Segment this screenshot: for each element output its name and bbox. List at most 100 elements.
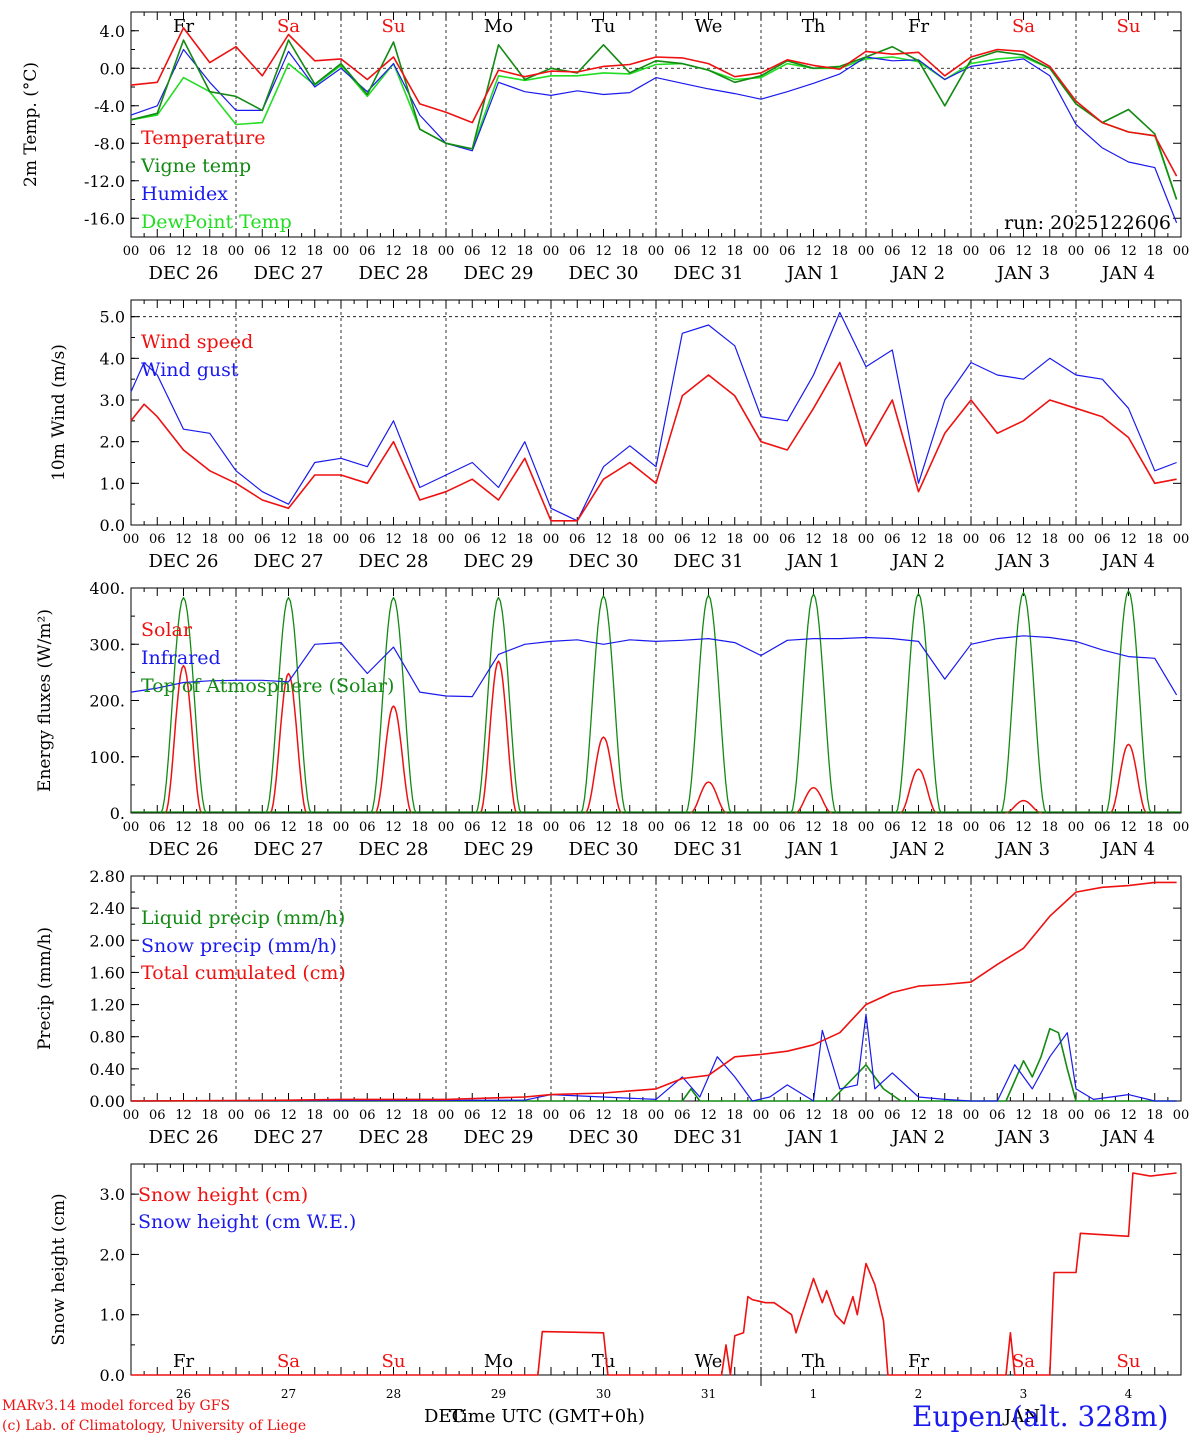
hour-label: 12 <box>280 532 297 547</box>
legend-entry: Snow height (cm W.E.) <box>138 1211 356 1233</box>
hour-label: 06 <box>254 1108 271 1123</box>
legend-entry: Temperature <box>141 127 265 149</box>
y-tick-label: 1.20 <box>89 996 125 1015</box>
hour-label: 00 <box>228 244 245 259</box>
hour-label: 06 <box>989 820 1006 835</box>
hour-label: 12 <box>385 820 402 835</box>
y-tick-label: 3.0 <box>100 1185 125 1204</box>
hour-label: 12 <box>910 244 927 259</box>
hour-label: 18 <box>726 244 743 259</box>
hour-label: 06 <box>359 1108 376 1123</box>
dec-label: DEC <box>424 1406 466 1427</box>
y-tick-label: 2.0 <box>100 433 125 452</box>
hour-label: 18 <box>516 532 533 547</box>
hour-label: 06 <box>884 244 901 259</box>
weekday-label: Sa <box>1012 1351 1035 1372</box>
weekday-label: Su <box>1117 16 1141 37</box>
hour-label: 00 <box>1173 820 1190 835</box>
hour-label: 12 <box>175 532 192 547</box>
hour-label: 06 <box>569 820 586 835</box>
date-label: JAN 4 <box>1100 1127 1155 1148</box>
date-label: JAN 4 <box>1100 839 1155 860</box>
hour-label: 18 <box>306 244 323 259</box>
toa-solar-curve <box>1105 590 1152 814</box>
day-separators <box>235 876 1077 1101</box>
weekday-label: Fr <box>173 1351 194 1372</box>
y-axis: 2.80 2.40 2.00 1.60 1.20 0.80 0.40 0.00 <box>89 867 1181 1111</box>
hour-label: 06 <box>674 1108 691 1123</box>
solar-curve <box>689 781 728 814</box>
weekday-label: Fr <box>908 1351 929 1372</box>
date-label: JAN 3 <box>995 551 1050 572</box>
series-humidex <box>130 48 1178 224</box>
date-label: JAN 1 <box>785 551 840 572</box>
hour-label: 18 <box>726 1108 743 1123</box>
hour-label: 18 <box>621 532 638 547</box>
legend-entry: Liquid precip (mm/h) <box>141 907 345 929</box>
hour-label: 00 <box>753 244 770 259</box>
hour-label: 00 <box>333 1108 350 1123</box>
hour-label: 00 <box>438 1108 455 1123</box>
x-axis: 00 06 12 18 00 06 12 18 00 06 12 18 00 06 12 18 00 06 12 18… <box>123 300 1190 572</box>
date-label: JAN 2 <box>890 1127 945 1148</box>
date-label: DEC 27 <box>254 551 324 572</box>
hour-label: 12 <box>385 532 402 547</box>
hour-label: 00 <box>1173 532 1190 547</box>
hour-label: 12 <box>175 1108 192 1123</box>
y-tick-label: 0.0 <box>100 1366 125 1385</box>
toa-solar-curve <box>370 596 417 814</box>
hour-label: 00 <box>543 820 560 835</box>
hour-label: 12 <box>595 244 612 259</box>
y-tick-label: 100. <box>89 748 125 767</box>
hour-label: 18 <box>621 244 638 259</box>
day-separators <box>235 588 1077 813</box>
toa-solar-curve <box>475 596 522 814</box>
series-snow-precip-mm-h- <box>130 1013 1177 1102</box>
hour-label: 00 <box>333 820 350 835</box>
y-axis: 3.0 2.0 1.0 0.0 <box>100 1163 1181 1385</box>
day-number: 29 <box>491 1387 506 1401</box>
hour-label: 12 <box>280 244 297 259</box>
solar-curve <box>374 705 413 814</box>
legend-entry: Infrared <box>141 647 221 669</box>
y-tick-label: 1.0 <box>100 1306 125 1325</box>
hour-label: 12 <box>805 1108 822 1123</box>
hour-label: 06 <box>149 1108 166 1123</box>
hour-label: 06 <box>779 820 796 835</box>
x-axis-title: Time UTC (GMT+0h) <box>450 1406 645 1427</box>
day-number: 30 <box>596 1387 611 1401</box>
hour-label: 00 <box>963 532 980 547</box>
date-label: JAN 1 <box>785 263 840 284</box>
hour-label: 18 <box>831 1108 848 1123</box>
date-label: JAN 2 <box>890 263 945 284</box>
hour-label: 12 <box>700 244 717 259</box>
hour-label: 06 <box>464 820 481 835</box>
x-axis: 00 06 12 18 00 06 12 18 00 06 12 18 00 06 12 18 00 06 12 18… <box>123 588 1190 860</box>
hour-label: 12 <box>490 1108 507 1123</box>
weekday-label: Su <box>382 1351 406 1372</box>
series-wind-gust <box>130 311 1177 522</box>
toa-solar-curve <box>1000 591 1047 814</box>
date-label: DEC 30 <box>569 1127 639 1148</box>
hour-label: 06 <box>1094 244 1111 259</box>
panels-layer: 4.00.0-4.0-8.0-12.0-16.02m Temp. (°C)00 0… <box>21 11 1190 1385</box>
date-label: DEC 29 <box>464 263 534 284</box>
plot-frame <box>130 587 1182 814</box>
date-label: DEC 27 <box>254 263 324 284</box>
hour-label: 18 <box>936 1108 953 1123</box>
weekday-label: Fr <box>908 16 929 37</box>
hour-label: 00 <box>1068 1108 1085 1123</box>
date-label: DEC 26 <box>149 263 219 284</box>
hour-label: 12 <box>490 820 507 835</box>
y-tick-label: 2.0 <box>100 1245 125 1264</box>
toa-solar-curve <box>580 595 627 814</box>
hour-label: 18 <box>831 532 848 547</box>
hour-label: 12 <box>1120 1108 1137 1123</box>
date-label: JAN 1 <box>785 1127 840 1148</box>
solar-curve <box>1005 799 1042 814</box>
hour-label: 18 <box>831 244 848 259</box>
hour-label: 12 <box>910 1108 927 1123</box>
chart-panel-2: 5.0 4.0 3.0 2.0 1.0 0.0 10m Wind (m/s) 00 06 12 18… <box>49 299 1190 572</box>
legend-entry: Snow precip (mm/h) <box>141 935 337 957</box>
